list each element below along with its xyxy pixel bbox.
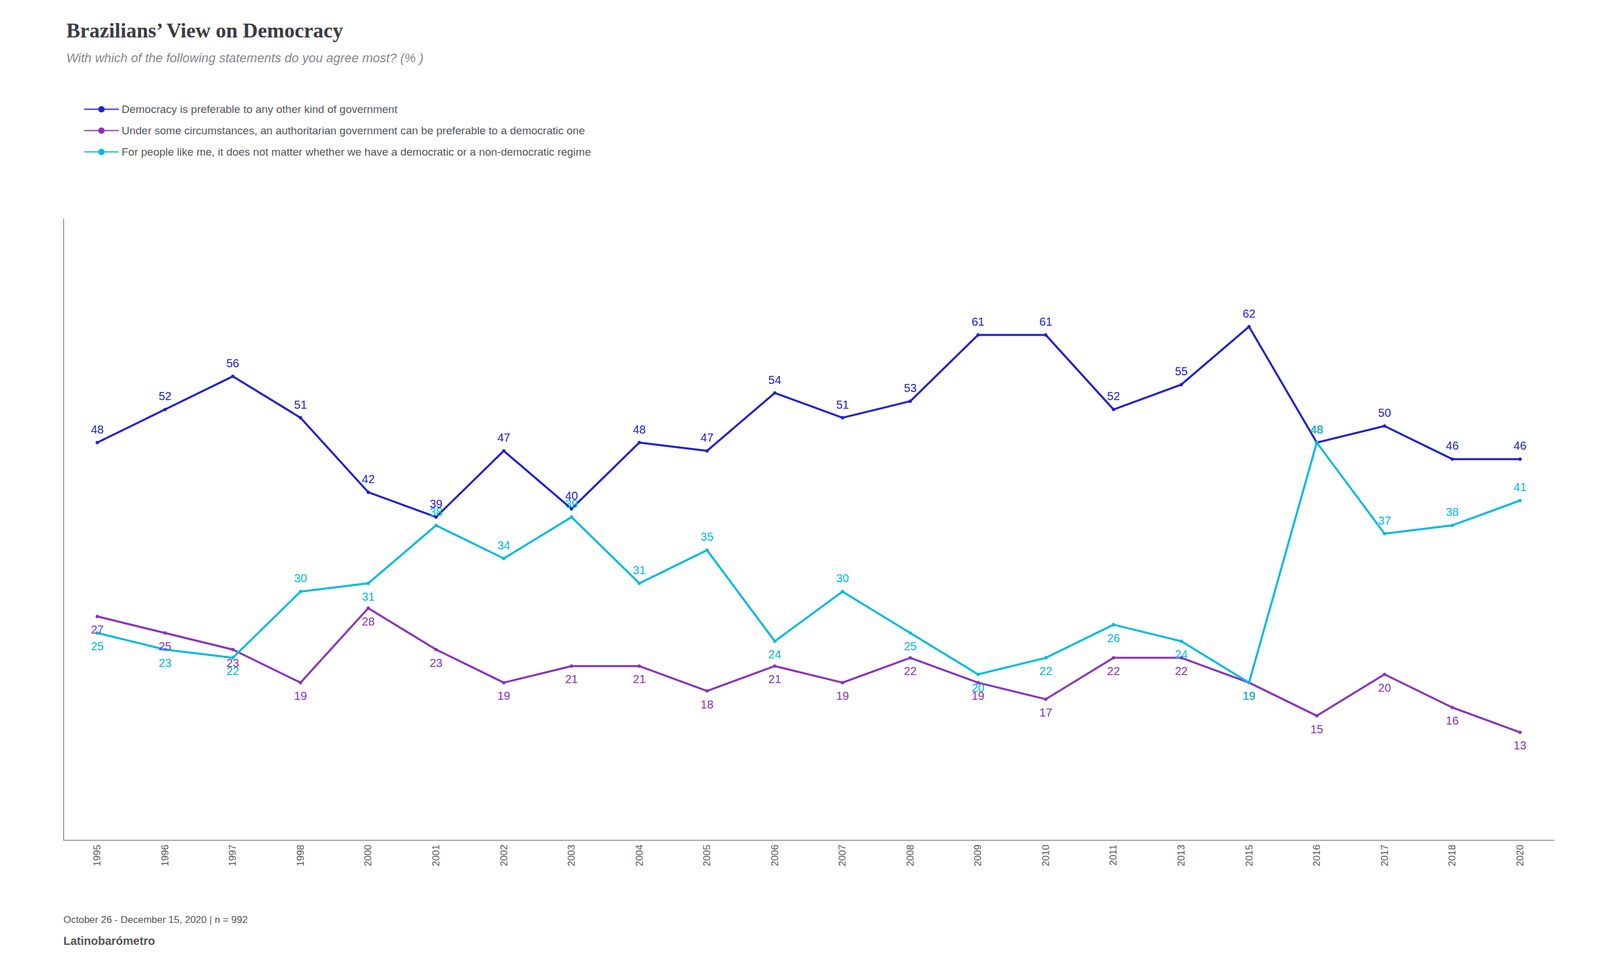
svg-text:19: 19	[836, 689, 849, 703]
svg-text:23: 23	[158, 656, 172, 670]
svg-text:48: 48	[1310, 423, 1323, 436]
svg-text:25: 25	[91, 639, 104, 653]
svg-text:1998: 1998	[295, 844, 307, 867]
svg-text:35: 35	[700, 530, 714, 543]
svg-text:41: 41	[1513, 480, 1527, 494]
svg-text:28: 28	[361, 614, 375, 628]
svg-text:62: 62	[1242, 307, 1256, 320]
svg-text:23: 23	[226, 656, 240, 669]
svg-text:21: 21	[768, 672, 781, 686]
svg-text:21: 21	[632, 672, 646, 686]
svg-text:20: 20	[1378, 681, 1391, 694]
svg-text:2005: 2005	[701, 844, 713, 867]
svg-text:22: 22	[903, 664, 917, 678]
svg-text:22: 22	[226, 664, 240, 678]
svg-text:18: 18	[700, 697, 714, 711]
svg-text:46: 46	[1446, 439, 1459, 452]
svg-text:2006: 2006	[769, 844, 781, 867]
svg-text:22: 22	[1107, 664, 1120, 678]
svg-text:2002: 2002	[498, 844, 510, 867]
svg-text:46: 46	[1513, 439, 1527, 452]
svg-text:23: 23	[429, 656, 443, 670]
svg-text:19: 19	[497, 689, 511, 703]
svg-text:56: 56	[226, 356, 240, 370]
svg-text:2009: 2009	[972, 844, 984, 867]
svg-text:52: 52	[1107, 389, 1120, 403]
svg-text:27: 27	[91, 623, 104, 636]
svg-text:26: 26	[1107, 631, 1120, 645]
svg-text:31: 31	[361, 590, 375, 603]
svg-text:34: 34	[497, 538, 511, 552]
svg-text:2003: 2003	[565, 844, 577, 867]
svg-text:22: 22	[1039, 664, 1052, 678]
svg-text:40: 40	[565, 489, 578, 502]
svg-text:Under some circumstances, an a: Under some circumstances, an authoritari…	[121, 124, 586, 137]
svg-text:61: 61	[971, 315, 985, 328]
svg-text:38: 38	[1446, 505, 1459, 519]
svg-text:2000: 2000	[362, 844, 374, 867]
svg-text:47: 47	[497, 431, 511, 444]
svg-text:1996: 1996	[159, 844, 171, 867]
svg-text:1997: 1997	[227, 844, 239, 867]
svg-text:With which of the following st: With which of the following statements d…	[66, 50, 424, 66]
svg-text:Democracy is preferable to any: Democracy is preferable to any other kin…	[121, 103, 398, 116]
svg-text:17: 17	[1039, 706, 1052, 719]
svg-text:24: 24	[768, 647, 781, 661]
svg-text:48: 48	[1310, 423, 1323, 436]
svg-text:2007: 2007	[836, 844, 848, 867]
svg-text:22: 22	[1174, 664, 1188, 678]
svg-text:Latinobarómetro: Latinobarómetro	[63, 934, 156, 947]
svg-text:2001: 2001	[430, 844, 442, 867]
svg-text:2020: 2020	[1514, 844, 1526, 867]
svg-text:2017: 2017	[1379, 844, 1391, 867]
svg-text:55: 55	[1174, 364, 1188, 378]
svg-text:48: 48	[91, 423, 104, 436]
svg-text:19: 19	[293, 689, 307, 703]
svg-text:52: 52	[158, 389, 172, 403]
svg-text:19: 19	[1242, 689, 1256, 703]
svg-text:2015: 2015	[1243, 844, 1255, 867]
svg-text:51: 51	[293, 398, 307, 411]
svg-text:13: 13	[1513, 738, 1527, 752]
svg-text:2004: 2004	[634, 844, 645, 867]
svg-text:30: 30	[293, 571, 307, 585]
svg-text:31: 31	[632, 563, 646, 577]
svg-text:51: 51	[836, 398, 849, 411]
svg-text:39: 39	[429, 497, 443, 511]
svg-text:2018: 2018	[1446, 844, 1458, 867]
svg-text:42: 42	[361, 472, 375, 486]
svg-text:October 26 - December 15, 2020: October 26 - December 15, 2020 | n = 992	[63, 914, 248, 926]
svg-text:48: 48	[632, 423, 646, 436]
svg-text:39: 39	[564, 497, 578, 511]
svg-text:53: 53	[903, 381, 917, 395]
svg-text:30: 30	[836, 571, 849, 585]
svg-text:38: 38	[429, 505, 443, 519]
svg-text:1995: 1995	[91, 844, 103, 867]
svg-text:2016: 2016	[1311, 844, 1323, 867]
svg-text:61: 61	[1039, 315, 1052, 328]
svg-text:2013: 2013	[1175, 844, 1187, 867]
svg-text:20: 20	[971, 681, 985, 694]
svg-text:2010: 2010	[1040, 844, 1052, 867]
svg-text:19: 19	[1242, 689, 1256, 703]
svg-text:24: 24	[1174, 647, 1188, 661]
svg-text:2008: 2008	[904, 844, 916, 867]
svg-text:19: 19	[971, 689, 985, 703]
svg-text:25: 25	[158, 639, 172, 653]
svg-text:50: 50	[1378, 406, 1391, 420]
svg-text:47: 47	[700, 431, 714, 444]
svg-text:37: 37	[1378, 514, 1391, 527]
svg-text:16: 16	[1446, 714, 1459, 727]
svg-text:2011: 2011	[1107, 844, 1119, 866]
svg-text:15: 15	[1310, 722, 1323, 736]
svg-text:21: 21	[564, 672, 578, 686]
svg-text:For people like me, it does no: For people like me, it does not matter w…	[121, 145, 591, 158]
svg-text:25: 25	[903, 639, 917, 653]
svg-text:54: 54	[768, 373, 781, 387]
svg-text:Brazilians’ View on Democracy: Brazilians’ View on Democracy	[66, 19, 343, 43]
